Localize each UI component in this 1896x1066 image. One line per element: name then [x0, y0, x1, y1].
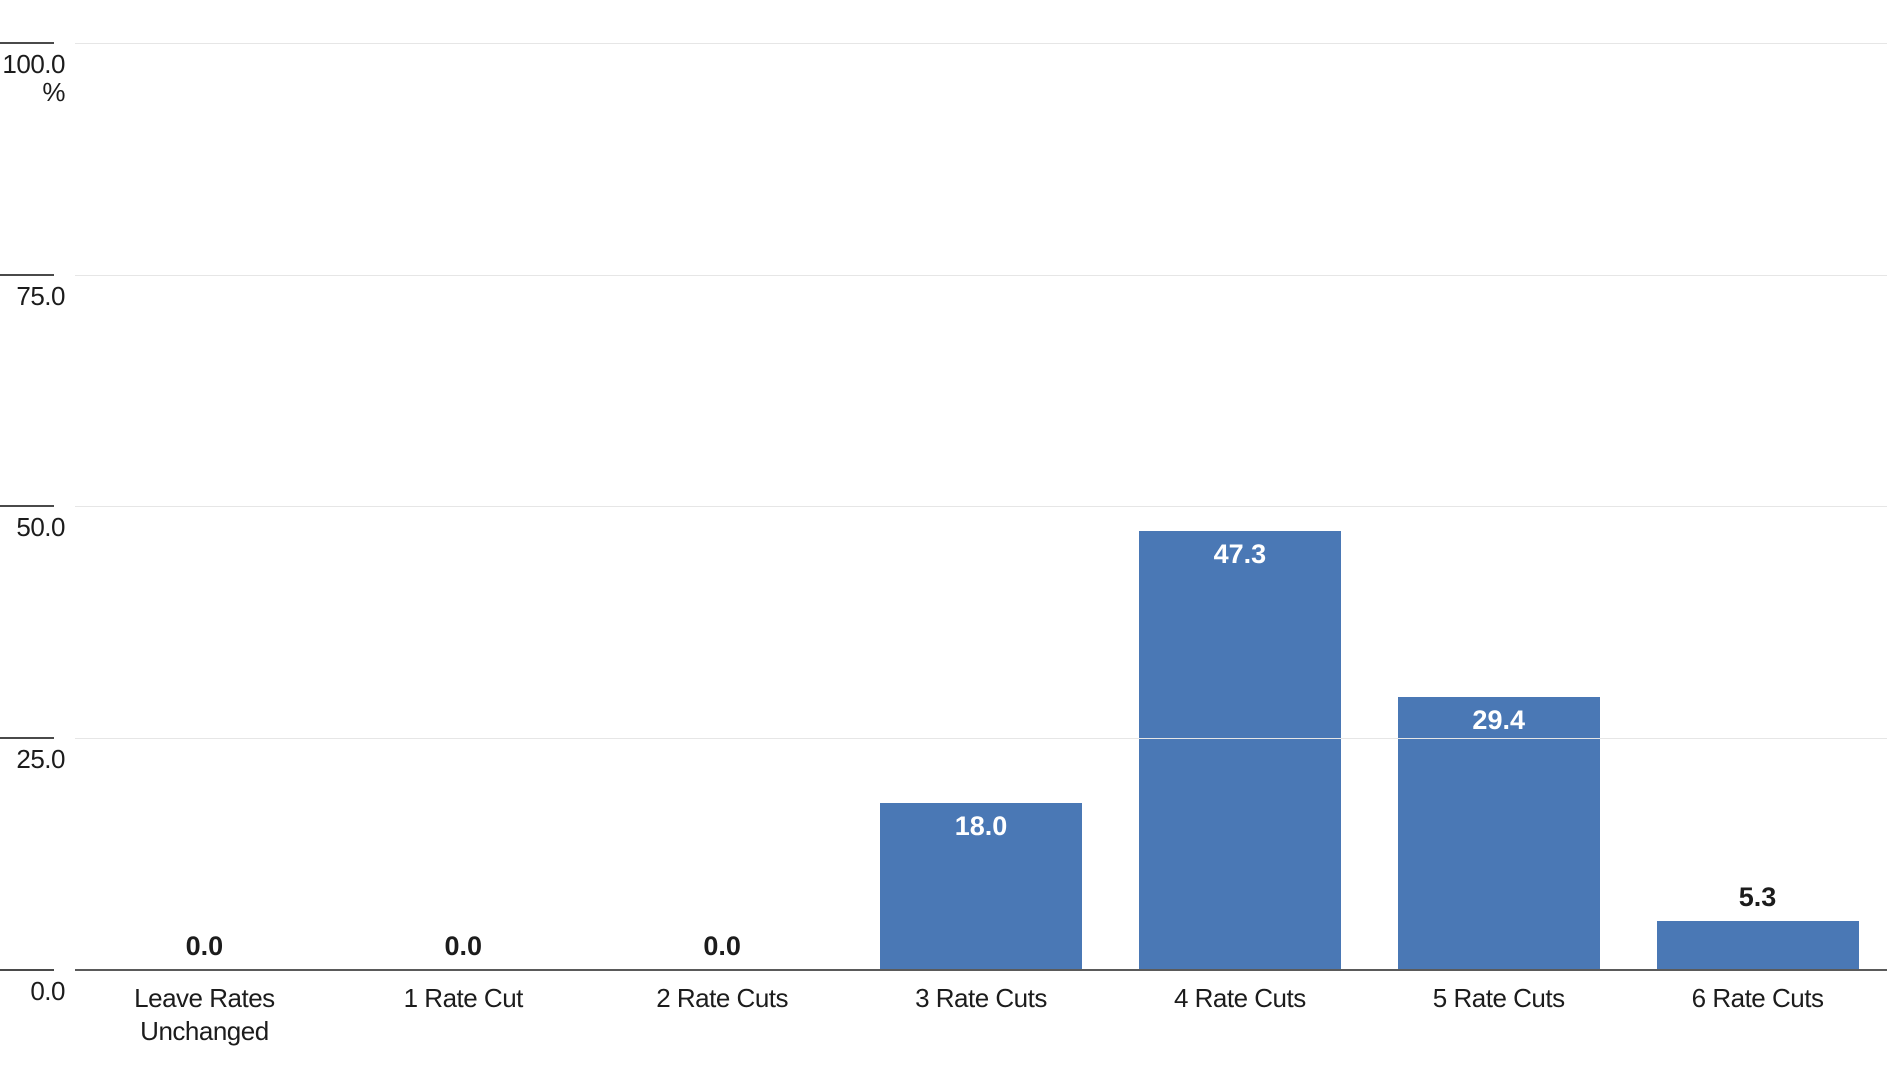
y-tick-label: 0.0: [0, 976, 65, 1007]
gridline: [75, 275, 1887, 276]
bar-value-label: 0.0: [593, 931, 852, 962]
x-tick-label: 5 Rate Cuts: [1369, 982, 1628, 1015]
bar-slot: 29.4: [1369, 15, 1628, 970]
y-tick-mark: [0, 505, 54, 507]
bar-value-label: 29.4: [1369, 705, 1628, 736]
y-tick-mark: [0, 274, 54, 276]
bar-slot: 47.3: [1110, 15, 1369, 970]
x-tick-label: Leave RatesUnchanged: [75, 982, 334, 1047]
x-tick-label: 6 Rate Cuts: [1628, 982, 1887, 1015]
bar-value-label: 0.0: [334, 931, 593, 962]
y-tick-label: 75.0: [0, 281, 65, 312]
bar: [1139, 531, 1341, 970]
x-tick-label: 1 Rate Cut: [334, 982, 593, 1015]
y-tick-mark: [0, 969, 54, 971]
x-tick-label: 3 Rate Cuts: [852, 982, 1111, 1015]
gridline: [75, 738, 1887, 739]
y-axis-unit: %: [0, 77, 65, 108]
gridline: [75, 506, 1887, 507]
bars-container: 0.00.00.018.047.329.45.3: [75, 15, 1887, 970]
bar-slot: 5.3: [1628, 15, 1887, 970]
bar-value-label: 47.3: [1110, 539, 1369, 570]
y-tick-mark: [0, 737, 54, 739]
x-tick-label: 2 Rate Cuts: [593, 982, 852, 1015]
bar-slot: 0.0: [75, 15, 334, 970]
x-axis-line: [75, 969, 1887, 971]
bar-slot: 18.0: [852, 15, 1111, 970]
rate-cuts-bar-chart: 0.00.00.018.047.329.45.3 0.025.050.075.0…: [0, 0, 1896, 1066]
y-tick-label: 50.0: [0, 512, 65, 543]
bar: [1657, 921, 1859, 970]
bar-slot: 0.0: [593, 15, 852, 970]
bar-value-label: 5.3: [1628, 882, 1887, 913]
y-tick-label: 100.0: [0, 49, 65, 80]
bar-value-label: 0.0: [75, 931, 334, 962]
y-tick-label: 25.0: [0, 744, 65, 775]
bar-value-label: 18.0: [852, 811, 1111, 842]
gridline: [75, 43, 1887, 44]
y-tick-mark: [0, 42, 54, 44]
bar-slot: 0.0: [334, 15, 593, 970]
plot-area: 0.00.00.018.047.329.45.3: [75, 15, 1887, 970]
x-tick-label: 4 Rate Cuts: [1110, 982, 1369, 1015]
